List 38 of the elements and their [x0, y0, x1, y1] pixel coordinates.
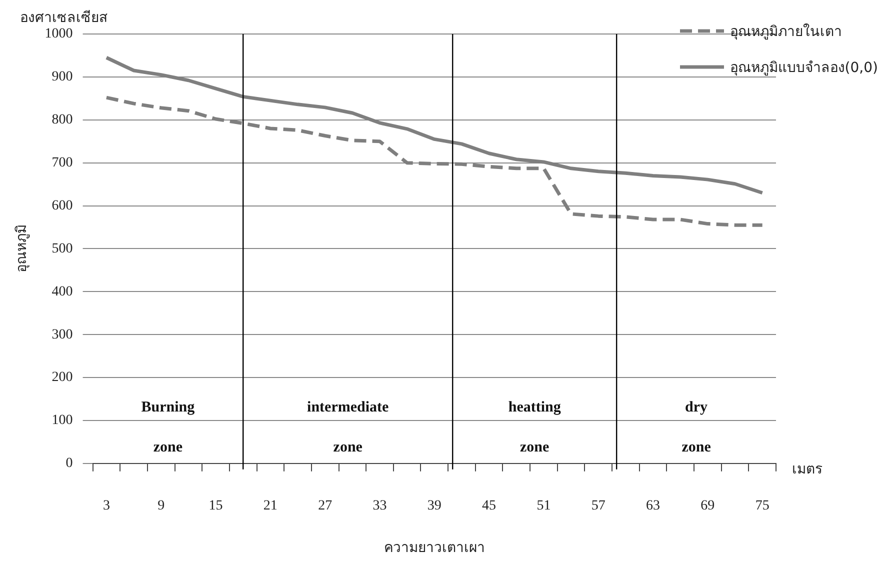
y-tick-label: 1000	[44, 26, 73, 42]
y-tick-label: 0	[66, 456, 73, 472]
x-tick-label: 45	[482, 498, 496, 514]
x-tick-label: 51	[536, 498, 551, 514]
annotation: zone	[333, 439, 363, 456]
annotation: zone	[520, 439, 550, 456]
x-tick-label: 33	[372, 498, 387, 514]
y-tick-label: 800	[52, 112, 73, 128]
x-tick-label: 75	[755, 498, 770, 514]
x-tick-label: 39	[427, 498, 442, 514]
annotation: dry	[685, 399, 708, 416]
x-tick-label: 9	[158, 498, 165, 514]
x-tick-label: 15	[208, 498, 223, 514]
annotation: zone	[682, 439, 712, 456]
x-axis-title: ความยาวเตาเผา	[384, 540, 485, 556]
legend-label: อุณหภูมิภายในเตา	[730, 22, 842, 42]
legend-label: อุณหภูมิแบบจำลอง(0,0)	[730, 59, 878, 78]
x-tick-label: 69	[700, 498, 715, 514]
annotation: Burning	[141, 399, 196, 416]
y-tick-label: 500	[52, 241, 73, 256]
x-tick-label: 21	[263, 498, 278, 514]
y-tick-label: 300	[52, 327, 73, 342]
y-axis-title: อุณหภูมิ	[14, 224, 30, 273]
annotation: intermediate	[307, 399, 390, 416]
annotation: zone	[153, 439, 183, 456]
annotation: heatting	[508, 399, 562, 416]
y-tick-label: 600	[52, 198, 73, 214]
x-tick-label: 27	[318, 498, 332, 514]
text: เมตร	[792, 461, 823, 478]
x-tick-label: 63	[646, 498, 660, 514]
x-tick-label: 3	[102, 498, 110, 514]
y-tick-label: 400	[52, 284, 73, 300]
x-tick-label: 57	[591, 498, 606, 514]
y-tick-label: 700	[52, 155, 73, 170]
y-tick-label: 200	[52, 370, 73, 386]
text: องศาเซลเซียส	[20, 10, 108, 26]
y-tick-label: 100	[52, 413, 73, 428]
y-tick-label: 900	[52, 70, 73, 85]
